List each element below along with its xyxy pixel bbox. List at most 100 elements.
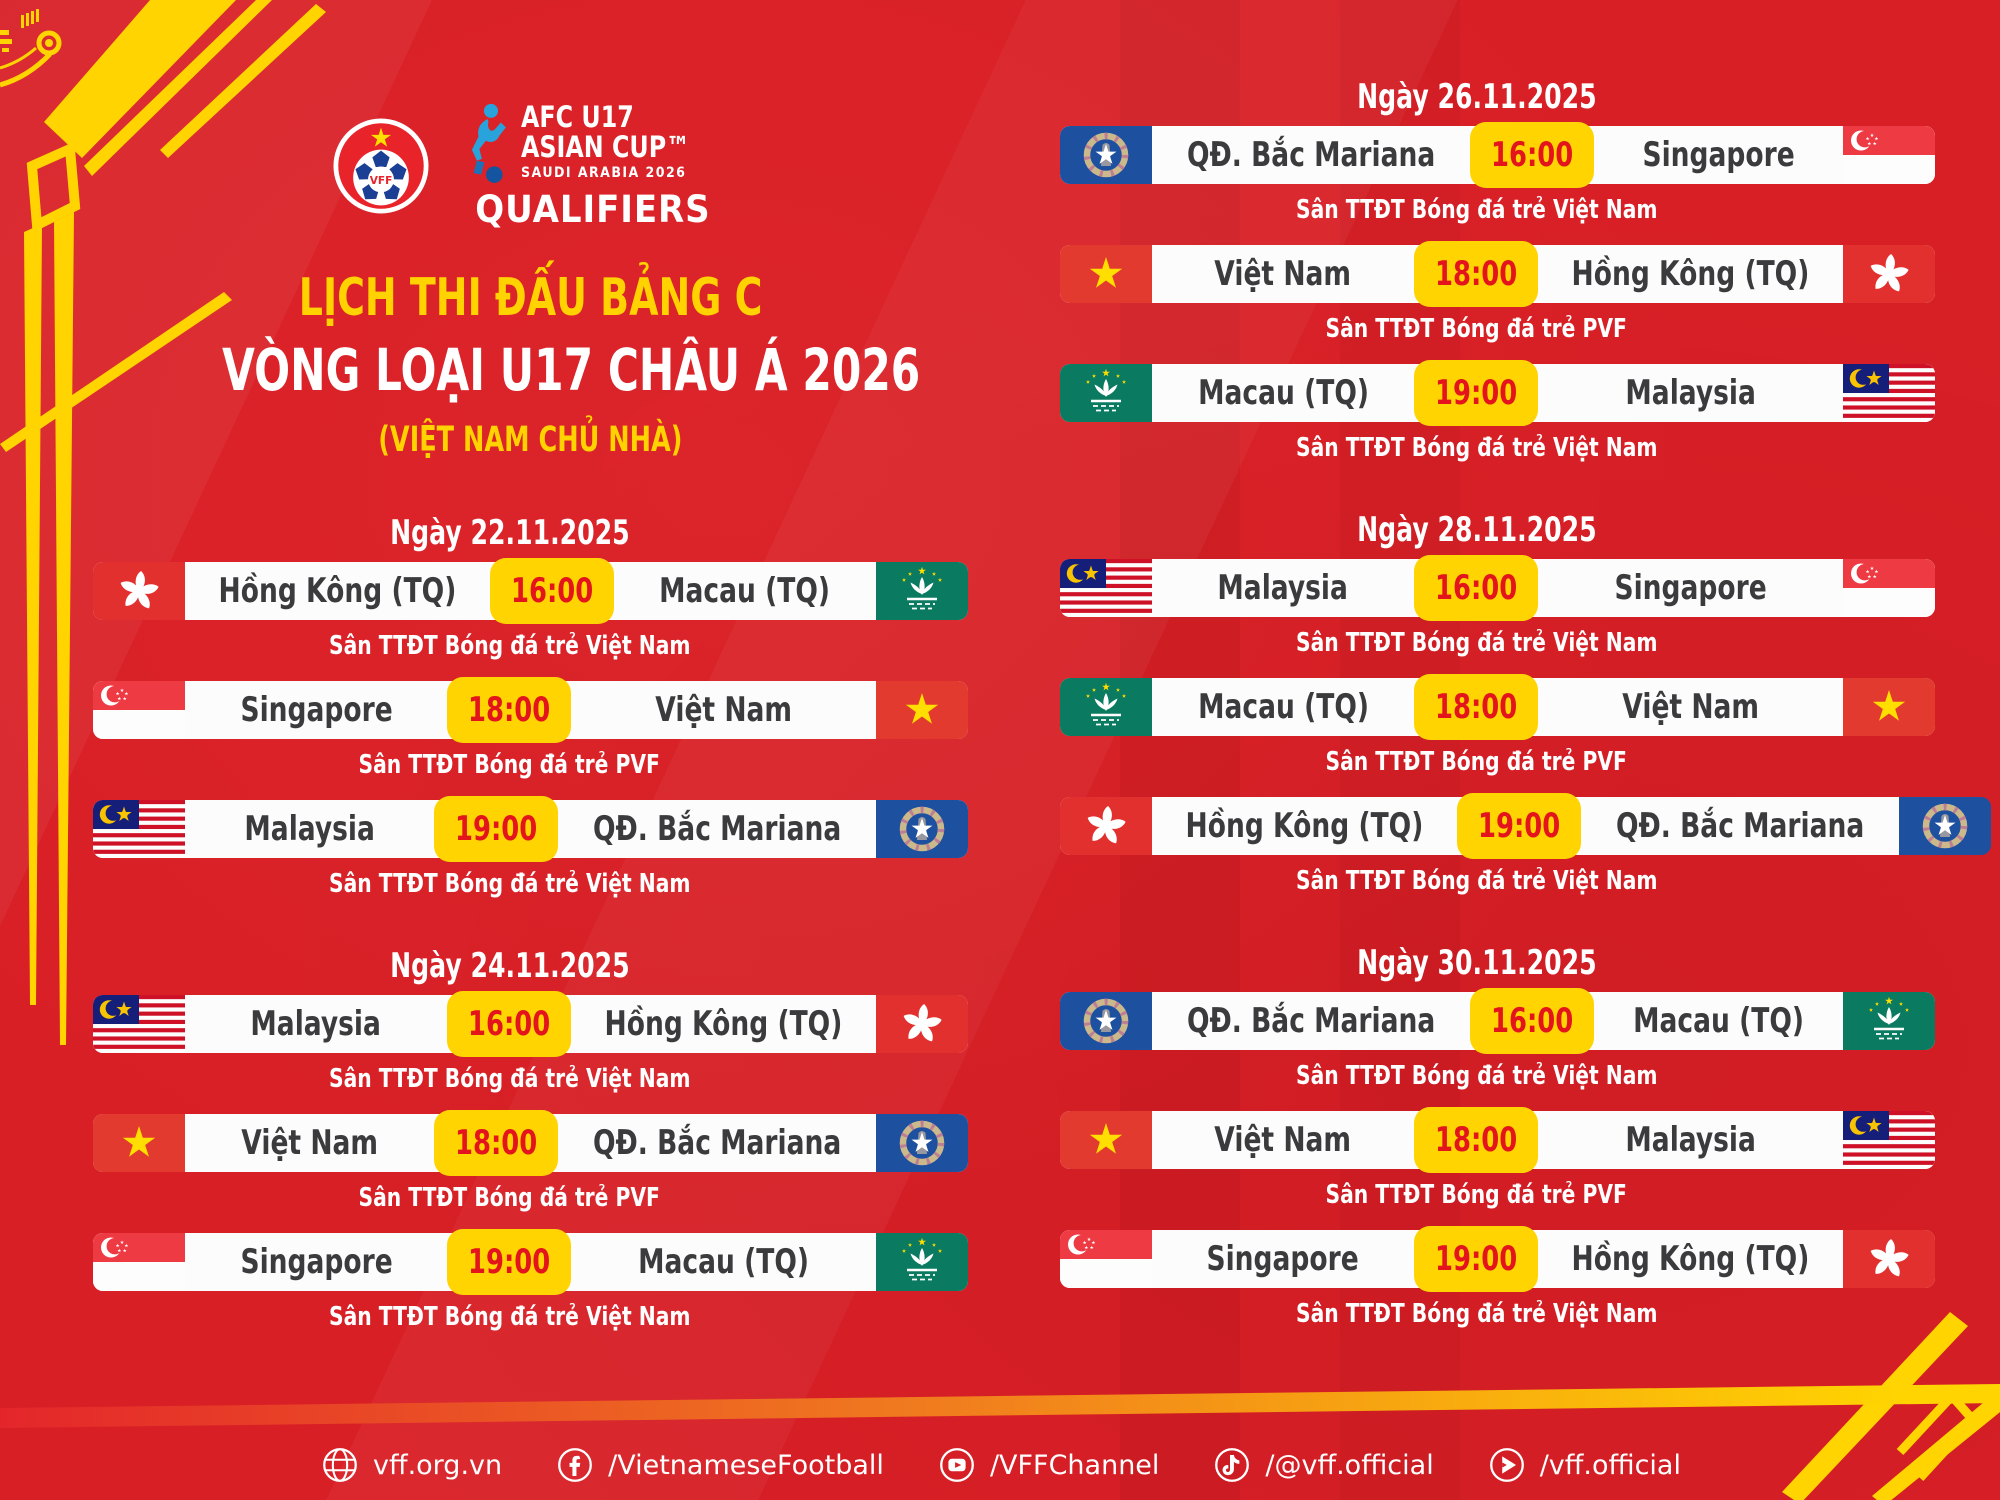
match-block: Việt Nam 18:00 Malaysia Sân TTĐT Bóng đá… — [1060, 1107, 1935, 1210]
section-matches: QĐ. Bắc Mariana 16:00 Macau (TQ) Sân TTĐ… — [1060, 988, 1935, 1329]
footballer-icon — [457, 102, 515, 186]
away-team-name: Macau (TQ) — [1633, 1001, 1805, 1041]
away-team-name: Singapore — [1642, 135, 1795, 175]
facebook-icon — [554, 1444, 596, 1486]
section-date: Ngày 22.11.2025 — [389, 513, 630, 553]
kickoff-time-badge: 16:00 — [489, 558, 614, 624]
away-team-name: QĐ. Bắc Mariana — [592, 1123, 841, 1163]
match-row: Việt Nam 18:00 QĐ. Bắc Mariana — [93, 1110, 968, 1176]
away-team-name: Hồng Kông (TQ) — [1571, 1239, 1810, 1279]
footer-social-link[interactable]: vff.org.vn — [319, 1444, 502, 1486]
away-team-name: Hồng Kông (TQ) — [604, 1004, 843, 1044]
kickoff-time-badge: 16:00 — [1414, 555, 1539, 621]
match-block: Singapore 18:00 Việt Nam Sân TTĐT Bóng đ… — [93, 677, 968, 780]
play-icon — [1486, 1444, 1528, 1486]
afc-logo-line2: ASIAN CUP™ — [521, 129, 691, 164]
match-venue: Sân TTĐT Bóng đá trẻ Việt Nam — [1295, 1299, 1658, 1329]
vff-logo-text: VFF — [370, 175, 393, 187]
away-team-name: Singapore — [1614, 568, 1767, 608]
kickoff-time-badge: 18:00 — [1414, 674, 1539, 740]
flag-vietnam-icon — [93, 1114, 185, 1172]
kickoff-time-badge: 18:00 — [1414, 241, 1539, 307]
match-row: Malaysia 16:00 Singapore — [1060, 555, 1935, 621]
kickoff-time-badge: 19:00 — [433, 796, 558, 862]
match-block: Singapore 19:00 Hồng Kông (TQ) Sân TTĐT … — [1060, 1226, 1935, 1329]
flag-macau-icon — [876, 562, 968, 620]
match-row: Việt Nam 18:00 Hồng Kông (TQ) — [1060, 241, 1935, 307]
match-block: Macau (TQ) 18:00 Việt Nam Sân TTĐT Bóng … — [1060, 674, 1935, 777]
match-block: Hồng Kông (TQ) 16:00 Macau (TQ) Sân TTĐT… — [93, 558, 968, 661]
kickoff-time-badge: 19:00 — [447, 1229, 572, 1295]
away-team-name: QĐ. Bắc Mariana — [592, 809, 841, 849]
match-venue: Sân TTĐT Bóng đá trẻ PVF — [1325, 747, 1628, 777]
youtube-icon — [936, 1444, 978, 1486]
footer-social-link[interactable]: /VFFChannel — [936, 1444, 1159, 1486]
kickoff-time-badge: 16:00 — [1470, 122, 1595, 188]
home-team-name: Hồng Kông (TQ) — [1185, 806, 1424, 846]
home-team-name: Macau (TQ) — [1197, 687, 1369, 727]
flag-nmariana-icon — [1060, 992, 1152, 1050]
flag-vietnam-icon — [1060, 245, 1152, 303]
match-row: QĐ. Bắc Mariana 16:00 Macau (TQ) — [1060, 988, 1935, 1054]
match-venue: Sân TTĐT Bóng đá trẻ PVF — [358, 1183, 661, 1213]
footer-social-link[interactable]: /@vff.official — [1211, 1444, 1434, 1486]
flag-vietnam-icon — [876, 681, 968, 739]
section-matches: Malaysia 16:00 Singapore Sân TTĐT Bóng đ… — [1060, 555, 1992, 896]
afc-u17-logo: AFC U17 ASIAN CUP™ SAUDI ARABIA 2026 QUA… — [457, 99, 727, 231]
match-venue: Sân TTĐT Bóng đá trẻ PVF — [358, 750, 661, 780]
schedule-column-right: Ngày 26.11.2025 QĐ. Bắc Mariana 16:00 Si… — [1060, 76, 1992, 1375]
match-block: Malaysia 16:00 Singapore Sân TTĐT Bóng đ… — [1060, 555, 1935, 658]
flag-macau-icon — [1060, 364, 1152, 422]
kickoff-time-badge: 16:00 — [447, 991, 572, 1057]
home-team-name: Việt Nam — [1214, 254, 1352, 294]
section-matches: QĐ. Bắc Mariana 16:00 Singapore Sân TTĐT… — [1060, 122, 1935, 463]
kickoff-time-badge: 19:00 — [1414, 360, 1539, 426]
match-venue: Sân TTĐT Bóng đá trẻ PVF — [1325, 314, 1628, 344]
poster-title: LỊCH THI ĐẤU BẢNG C VÒNG LOẠI U17 CHÂU Á… — [93, 268, 968, 460]
match-row: Malaysia 16:00 Hồng Kông (TQ) — [93, 991, 968, 1057]
home-team-name: Malaysia — [1217, 568, 1349, 608]
flag-nmariana-icon — [1899, 797, 1992, 855]
afc-logo-line1: AFC U17 — [521, 99, 635, 134]
match-block: QĐ. Bắc Mariana 16:00 Macau (TQ) Sân TTĐ… — [1060, 988, 1935, 1091]
kickoff-time-badge: 18:00 — [1414, 1107, 1539, 1173]
footer-link-label: vff.org.vn — [373, 1449, 503, 1481]
match-venue: Sân TTĐT Bóng đá trẻ Việt Nam — [1295, 628, 1658, 658]
match-row: Singapore 19:00 Macau (TQ) — [93, 1229, 968, 1295]
flag-macau-icon — [1843, 992, 1935, 1050]
footer-social-bar: vff.org.vn /VietnameseFootball /VFFChann… — [0, 1434, 2000, 1496]
star-icon — [371, 127, 392, 147]
match-venue: Sân TTĐT Bóng đá trẻ Việt Nam — [1295, 433, 1658, 463]
flag-vietnam-icon — [1843, 678, 1935, 736]
match-block: QĐ. Bắc Mariana 16:00 Singapore Sân TTĐT… — [1060, 122, 1935, 225]
home-team-name: Singapore — [240, 1242, 393, 1282]
away-team-name: Hồng Kông (TQ) — [1571, 254, 1810, 294]
match-block: Việt Nam 18:00 Hồng Kông (TQ) Sân TTĐT B… — [1060, 241, 1935, 344]
home-team-name: QĐ. Bắc Mariana — [1187, 135, 1436, 175]
match-venue: Sân TTĐT Bóng đá trẻ Việt Nam — [328, 631, 691, 661]
match-block: Malaysia 16:00 Hồng Kông (TQ) Sân TTĐT B… — [93, 991, 968, 1094]
home-team-name: Hồng Kông (TQ) — [218, 571, 457, 611]
flag-malaysia-icon — [93, 995, 185, 1053]
footer-social-link[interactable]: /VietnameseFootball — [554, 1444, 884, 1486]
away-team-name: Malaysia — [1625, 373, 1756, 413]
away-team-name: Macau (TQ) — [659, 571, 831, 611]
match-venue: Sân TTĐT Bóng đá trẻ Việt Nam — [1295, 195, 1658, 225]
flag-macau-icon — [876, 1233, 968, 1291]
match-block: Singapore 19:00 Macau (TQ) Sân TTĐT Bóng… — [93, 1229, 968, 1332]
footer-link-label: /vff.official — [1539, 1449, 1681, 1481]
flag-nmariana-icon — [1060, 126, 1152, 184]
footer-social-link[interactable]: /vff.official — [1486, 1444, 1681, 1486]
flag-malaysia-icon — [1060, 559, 1152, 617]
flag-nmariana-icon — [876, 800, 968, 858]
section-date: Ngày 28.11.2025 — [1356, 510, 1597, 550]
flag-hongkong-icon — [876, 995, 968, 1053]
schedule-section: Ngày 22.11.2025 Hồng Kông (TQ) 16:00 Mac… — [93, 512, 968, 899]
footer-link-label: /@vff.official — [1265, 1449, 1434, 1481]
away-team-name: Việt Nam — [1622, 687, 1760, 727]
match-row: Malaysia 19:00 QĐ. Bắc Mariana — [93, 796, 968, 862]
schedule-section: Ngày 30.11.2025 QĐ. Bắc Mariana 16:00 Ma… — [1060, 942, 1935, 1329]
football-icon — [355, 150, 408, 200]
flag-malaysia-icon — [93, 800, 185, 858]
